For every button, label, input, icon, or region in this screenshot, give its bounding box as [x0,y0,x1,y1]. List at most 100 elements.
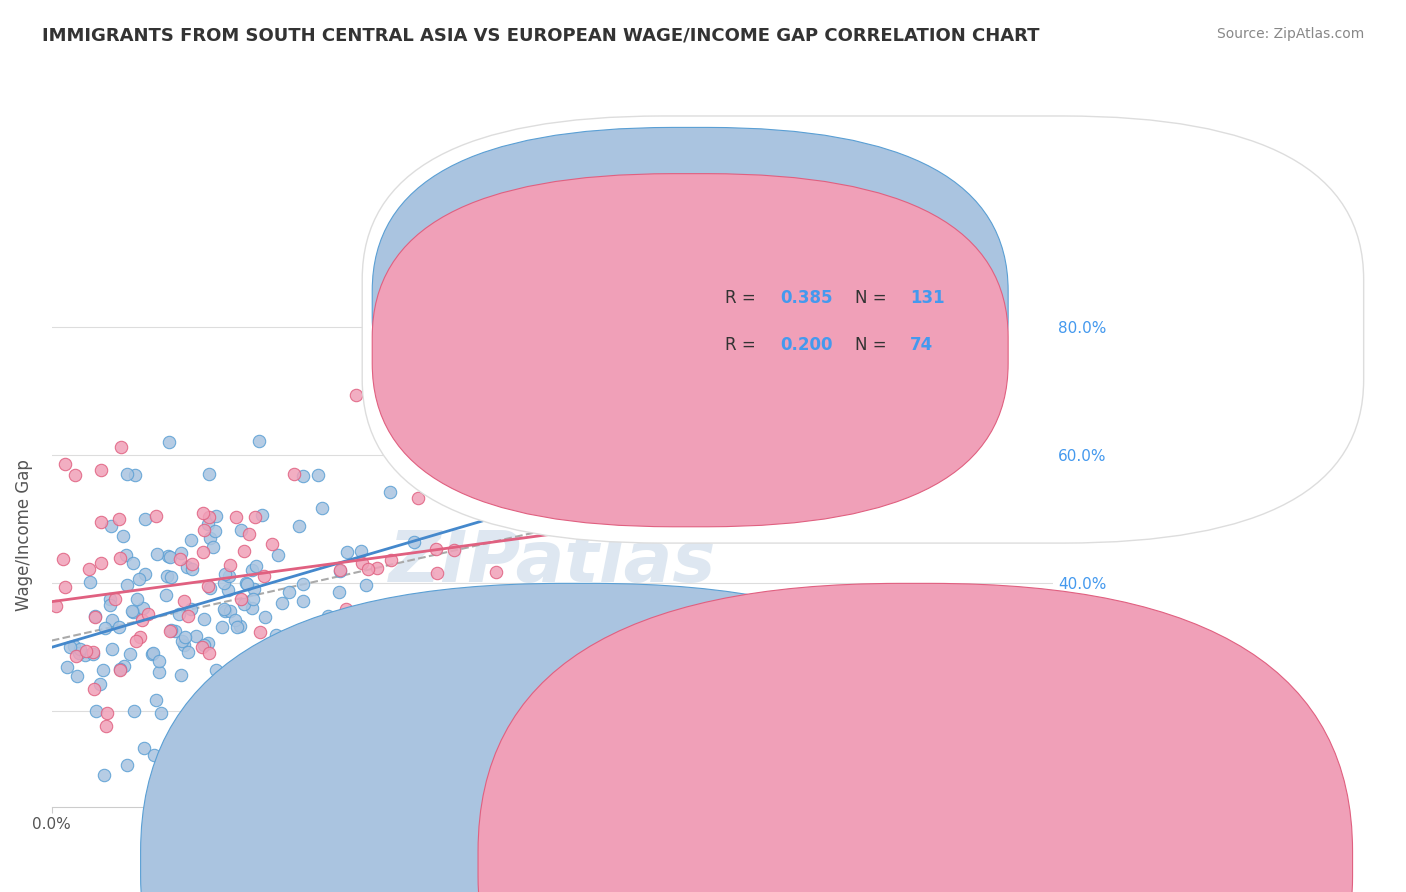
Point [478,429,501,443]
Point [262,537,284,551]
Point [131,613,153,627]
Text: N =: N = [855,289,891,307]
Point [394,676,416,690]
Text: Source: ZipAtlas.com: Source: ZipAtlas.com [1216,27,1364,41]
Point [205,664,228,678]
Point [205,509,228,524]
Point [229,619,252,633]
Point [181,557,204,571]
Point [180,602,202,616]
Text: ZIPatlas: ZIPatlas [389,528,716,597]
Point [159,550,181,565]
Point [136,607,159,621]
Point [170,668,193,682]
Point [83,681,105,696]
Point [316,609,339,624]
Point [121,604,143,618]
Point [156,569,179,583]
Point [350,544,373,558]
Point [107,512,129,526]
Point [238,527,260,541]
Point [443,542,465,557]
Point [243,509,266,524]
Point [101,641,124,656]
Point [170,634,193,648]
Point [148,654,170,668]
Text: R =: R = [724,335,761,353]
Point [122,606,145,620]
Point [96,706,118,721]
Point [292,594,315,608]
Point [108,620,131,634]
Point [108,551,131,566]
Point [307,468,329,483]
Point [193,545,215,559]
Point [198,467,221,482]
Point [115,467,138,481]
Point [184,629,207,643]
Point [325,684,347,698]
Point [197,579,219,593]
Text: 131: 131 [910,289,945,307]
Point [198,646,221,660]
Point [264,628,287,642]
Point [98,592,121,607]
Point [112,529,135,543]
Point [524,443,547,458]
Point [132,740,155,755]
Text: N =: N = [855,335,891,353]
Point [242,592,264,607]
Point [292,656,315,670]
FancyBboxPatch shape [373,174,1008,527]
Point [506,442,529,457]
Point [269,681,291,696]
Point [267,548,290,562]
Point [214,604,236,618]
Point [446,471,468,485]
Text: 74: 74 [910,335,934,353]
Point [467,627,489,641]
Point [231,592,253,607]
Point [90,515,112,529]
Y-axis label: Wage/Income Gap: Wage/Income Gap [15,459,32,611]
Point [426,566,449,580]
Point [193,639,215,653]
Point [69,642,91,657]
Point [163,624,186,638]
Point [148,665,170,679]
Point [52,552,75,566]
Text: 0.200: 0.200 [780,335,832,353]
Point [94,718,117,732]
Point [145,508,167,523]
Point [112,659,135,673]
Point [91,663,114,677]
Point [169,551,191,566]
Point [307,619,329,633]
Point [104,591,127,606]
Point [378,630,401,644]
Point [253,568,276,582]
Point [198,581,221,595]
FancyBboxPatch shape [373,128,1008,481]
Point [155,588,177,602]
Point [169,546,191,560]
Point [197,517,219,532]
Point [200,531,222,545]
Point [425,541,447,556]
Point [219,558,242,572]
Point [110,440,132,454]
Point [193,523,215,537]
Point [240,564,263,578]
Point [406,491,429,505]
FancyBboxPatch shape [363,116,1364,543]
Point [173,638,195,652]
Point [250,508,273,523]
Point [120,647,142,661]
Point [75,644,97,658]
Point [125,592,148,607]
Point [193,612,215,626]
Point [242,582,264,596]
Point [122,704,145,718]
Point [236,576,259,591]
Point [277,584,299,599]
